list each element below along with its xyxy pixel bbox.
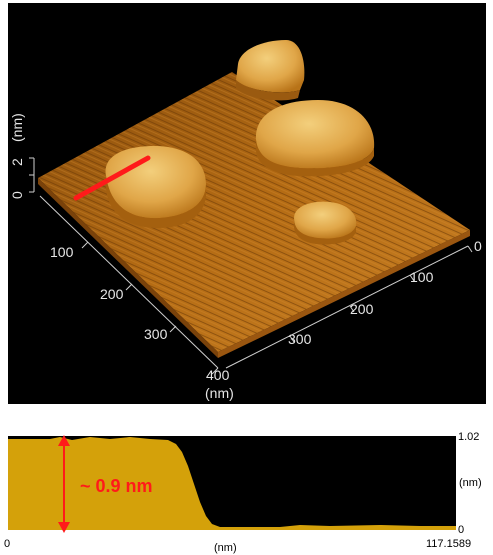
y-axis-tick-200: 200: [350, 301, 374, 317]
afm-3d-panel: 2 0 (nm) 100 200 300 400 (nm) 0 100 200 …: [8, 3, 486, 404]
profile-x-end: 117.1589: [426, 538, 471, 550]
profile-fill: [8, 437, 456, 530]
height-profile-panel: ~ 0.9 nm 1.02 (nm) 0 0 (nm) 117.1589: [4, 431, 482, 554]
x-axis-tick-300: 300: [144, 326, 168, 342]
y-axis-tick-0: 0: [474, 238, 482, 254]
x-axis-tick-100: 100: [50, 244, 74, 260]
y-axis-tick-100: 100: [410, 269, 434, 285]
height-annotation: ~ 0.9 nm: [80, 476, 153, 496]
profile-x-start: 0: [4, 538, 10, 550]
substrate-front-left: [38, 178, 218, 358]
z-axis: [29, 157, 35, 193]
x-axis: [39, 195, 219, 375]
profile-y-bottom: 0: [458, 524, 464, 536]
x-axis-tick-200: 200: [100, 286, 124, 302]
substrate-texture: [38, 72, 470, 352]
z-axis-unit: (nm): [9, 113, 25, 142]
profile-y-unit: (nm): [459, 477, 482, 489]
y-axis-tick-300: 300: [288, 331, 312, 347]
island-small: [294, 201, 357, 245]
x-axis-tick-400: 400: [206, 367, 230, 383]
island-left: [105, 146, 206, 228]
x-axis-unit: (nm): [205, 385, 234, 401]
y-axis: [225, 245, 473, 369]
profile-line-marker: [73, 155, 151, 201]
island-large: [255, 100, 375, 177]
island-top: [236, 40, 305, 101]
substrate-front-right: [218, 230, 470, 358]
profile-x-unit: (nm): [214, 542, 237, 554]
z-axis-tick-0: 0: [9, 191, 25, 199]
z-axis-tick-2: 2: [9, 158, 25, 166]
profile-y-top: 1.02: [458, 431, 479, 443]
height-arrow: [58, 435, 70, 533]
